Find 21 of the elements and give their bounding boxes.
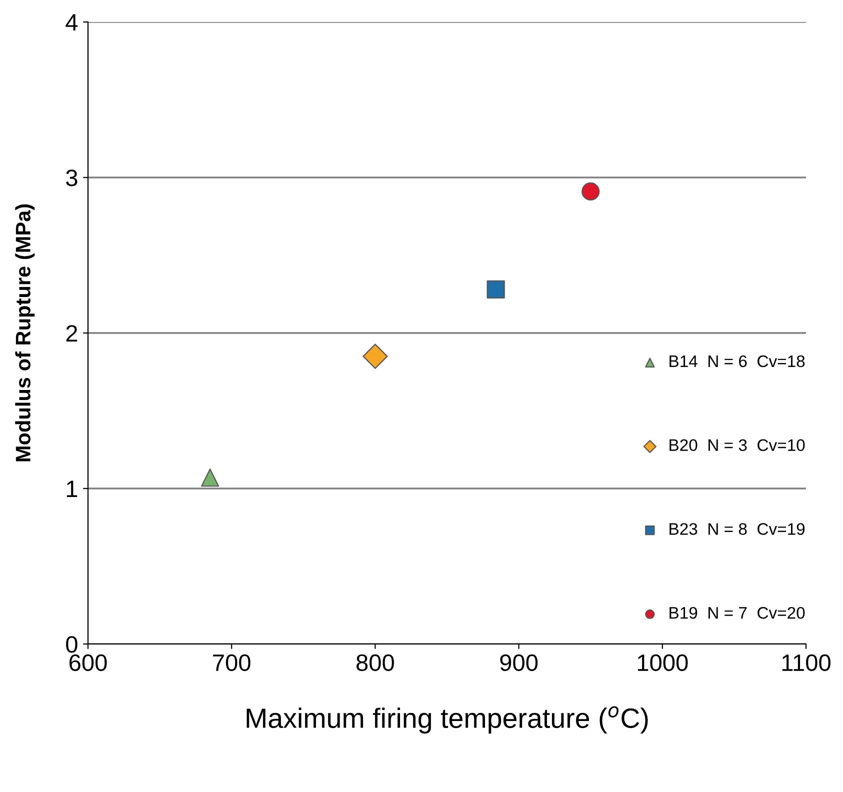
point — [362, 344, 388, 369]
point — [582, 182, 600, 201]
y-tick-label: 3 — [66, 170, 78, 186]
x-tick-label: 1100 — [782, 654, 830, 672]
x-axis-title: Maximum firing temperature ($^{o}$C) — [246, 706, 648, 734]
x-tick-label: 800 — [356, 654, 394, 672]
y-tick-label: 1 — [66, 480, 78, 498]
point — [201, 468, 220, 487]
y-tick-label: 0 — [66, 636, 78, 653]
y-tick-label: 2 — [66, 325, 78, 342]
x-tick-label: 1000 — [638, 654, 688, 672]
x-tick-label: 600 — [70, 654, 107, 672]
legend-label: B20 N = 3 Cv=10 — [670, 439, 805, 452]
legend-label: B14 N = 6 Cv=18 — [670, 355, 805, 368]
y-tick-label: 4 — [66, 14, 78, 31]
legend-label: B19 N = 7 Cv=20 — [670, 606, 805, 619]
legend-label: B23 N = 8 Cv=19 — [670, 523, 805, 535]
point — [486, 280, 505, 299]
y-axis-title: Modulus of Rupture (MPa) — [15, 204, 35, 462]
x-tick-label: 700 — [213, 654, 250, 672]
x-tick-label: 900 — [500, 654, 538, 672]
